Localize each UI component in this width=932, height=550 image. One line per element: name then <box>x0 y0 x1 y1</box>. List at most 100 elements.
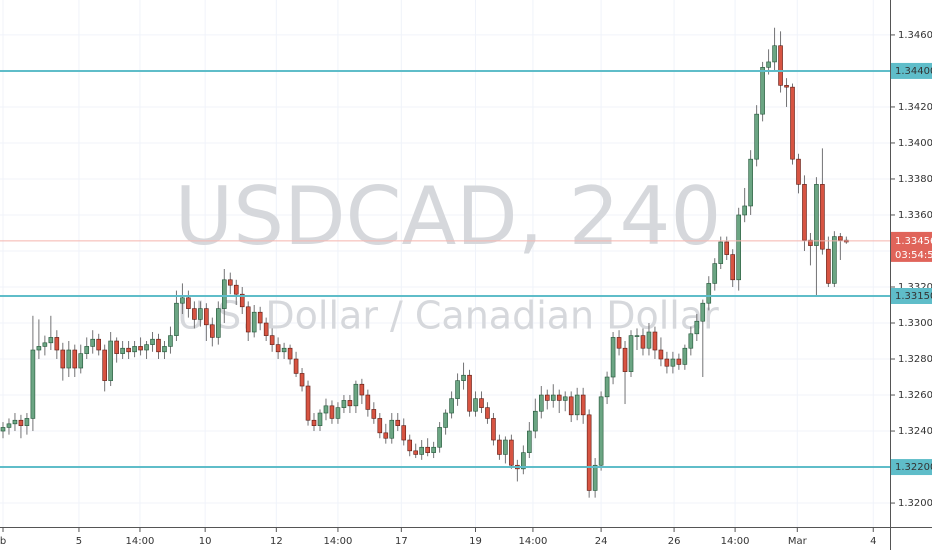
candle-body <box>120 347 125 354</box>
candle-body <box>54 337 60 351</box>
candle-body <box>156 338 161 353</box>
candle-body <box>335 407 341 419</box>
candle-body <box>18 419 24 426</box>
candle-body <box>826 248 831 284</box>
candle-body <box>634 335 640 337</box>
candle-body <box>754 113 759 160</box>
candle-body <box>419 446 424 455</box>
y-tick-label: 1.33000 <box>898 318 932 329</box>
grid <box>0 0 890 527</box>
candle-body <box>12 419 18 425</box>
candle-body <box>341 400 347 408</box>
x-tick-label: 10 <box>199 536 212 547</box>
candle-body <box>568 396 574 416</box>
candle-body <box>144 344 149 351</box>
candle-body <box>269 335 275 345</box>
candle-body <box>84 346 90 354</box>
candle-body <box>706 283 712 304</box>
candle-body <box>652 331 658 351</box>
candle-body <box>592 464 598 491</box>
x-tick-label: 19 <box>469 536 482 547</box>
candle-body <box>808 239 813 246</box>
candle-body <box>437 427 442 448</box>
candle-body <box>287 347 293 360</box>
candle-body <box>646 331 652 349</box>
candle-body <box>473 398 478 412</box>
level-label: 1.32200 <box>895 462 932 473</box>
candle-body <box>233 284 239 295</box>
x-tick-label: 24 <box>595 536 608 547</box>
candle-body <box>676 358 682 365</box>
candle-body <box>413 450 418 455</box>
candle-body <box>497 439 502 455</box>
candle-body <box>509 439 514 466</box>
candle-body <box>329 405 335 419</box>
candle-body <box>772 45 777 63</box>
candle-body <box>700 302 706 322</box>
candle-body <box>760 67 765 115</box>
candle-body <box>24 418 30 426</box>
candle-body <box>640 335 646 349</box>
x-tick-label: 26 <box>668 536 681 547</box>
x-tick-label: 14:00 <box>324 536 353 547</box>
candle-body <box>0 427 6 432</box>
candle-body <box>323 405 329 414</box>
candle-body <box>72 349 78 369</box>
candle-body <box>60 349 66 369</box>
candle-body <box>598 396 604 466</box>
candle-body <box>832 236 837 284</box>
candle-body <box>736 214 741 281</box>
candle-body <box>778 45 783 86</box>
candle-body <box>227 279 233 286</box>
y-tick-label: 1.34200 <box>898 102 932 113</box>
candle-body <box>604 376 610 398</box>
candle-body <box>664 358 670 367</box>
candle-body <box>389 419 395 439</box>
candle-body <box>36 346 42 351</box>
candle-body <box>622 347 628 372</box>
y-tick-label: 1.33200 <box>898 282 932 293</box>
candle-body <box>491 418 496 441</box>
candle-body <box>670 358 676 367</box>
candle-body <box>317 412 323 426</box>
y-tick-label: 1.32000 <box>898 498 932 509</box>
level-label-box <box>891 459 932 476</box>
candle-body <box>299 373 305 387</box>
candle-body <box>216 308 221 338</box>
candle-body <box>30 349 36 419</box>
candle-body <box>377 418 383 434</box>
candle-body <box>132 346 137 353</box>
candle-body <box>353 383 359 407</box>
candle-body <box>245 306 251 333</box>
candle-body <box>712 263 718 284</box>
candle-body <box>6 423 12 428</box>
x-tick-label: b <box>0 536 6 547</box>
candle-body <box>485 407 490 419</box>
candle-body <box>838 236 843 241</box>
x-tick-label: 4 <box>870 536 876 547</box>
candle-body <box>108 340 113 381</box>
candle-body <box>371 409 377 419</box>
candle-body <box>102 349 107 381</box>
level-label: 1.33150 <box>895 291 932 302</box>
candle-body <box>281 347 287 353</box>
y-tick-label: 1.34600 <box>898 30 932 41</box>
candle-body <box>263 322 269 336</box>
candle-body <box>628 335 634 372</box>
x-tick-label: 14:00 <box>126 536 155 547</box>
x-tick-label: 5 <box>76 536 82 547</box>
candle-body <box>114 340 119 354</box>
candle-body <box>527 430 532 453</box>
candle-body <box>443 412 448 428</box>
candle-body <box>533 410 538 432</box>
candle-body <box>574 394 580 416</box>
candle-body <box>718 241 724 264</box>
candle-body <box>802 184 807 241</box>
y-tick-label: 1.32400 <box>898 426 932 437</box>
candle-body <box>395 419 401 426</box>
candle-body <box>90 338 96 347</box>
candle-body <box>407 439 413 452</box>
candle-body <box>210 324 215 338</box>
axes: 1.34600 1.34400 1.34200 1.34000 1.33800 1.336… <box>0 30 932 547</box>
